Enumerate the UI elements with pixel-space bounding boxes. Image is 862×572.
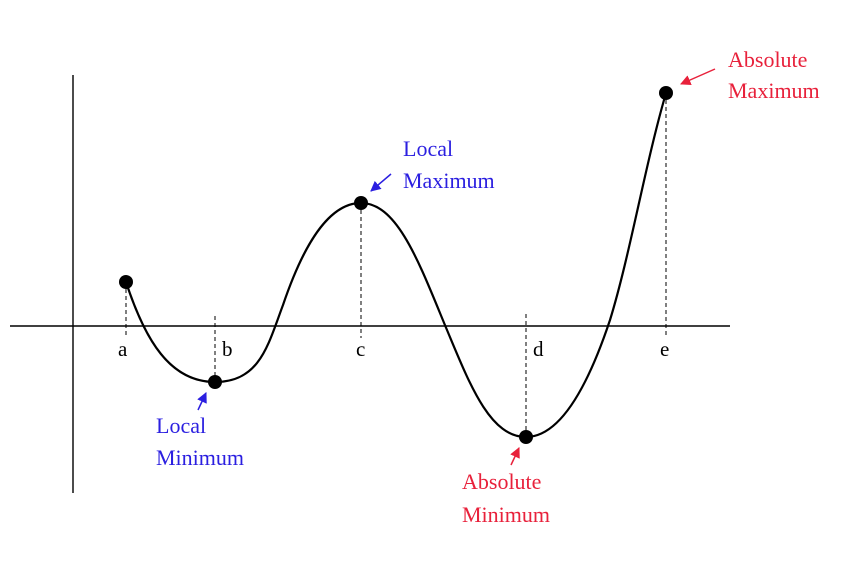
absolute-min-label-line1: Absolute	[462, 469, 541, 494]
local-max-arrow	[370, 173, 392, 192]
absolute-min-arrow	[510, 447, 520, 466]
local-min-point	[208, 375, 222, 389]
absolute-min-point	[519, 430, 533, 444]
local-min-label: Local Minimum	[156, 413, 244, 470]
tick-label-e: e	[660, 337, 669, 361]
local-max-label-line1: Local	[403, 136, 453, 161]
local-min-label-line2: Minimum	[156, 445, 244, 470]
local-min-arrow	[197, 392, 207, 411]
absolute-max-label-line1: Absolute	[728, 47, 807, 72]
local-max-point	[354, 196, 368, 210]
absolute-max-point	[659, 86, 673, 100]
tick-label-d: d	[533, 337, 544, 361]
absolute-max-arrow	[680, 68, 716, 85]
tick-label-a: a	[118, 337, 128, 361]
absolute-max-label: Absolute Maximum	[728, 47, 820, 103]
local-min-label-line1: Local	[156, 413, 206, 438]
function-curve	[124, 92, 668, 439]
absolute-max-label-line2: Maximum	[728, 78, 820, 103]
endpoint-a	[119, 275, 133, 289]
local-max-label-line2: Maximum	[403, 168, 495, 193]
absolute-min-label: Absolute Minimum	[462, 469, 550, 527]
tick-label-b: b	[222, 337, 233, 361]
absolute-min-label-line2: Minimum	[462, 502, 550, 527]
local-max-label: Local Maximum	[403, 136, 495, 193]
tick-label-c: c	[356, 337, 365, 361]
